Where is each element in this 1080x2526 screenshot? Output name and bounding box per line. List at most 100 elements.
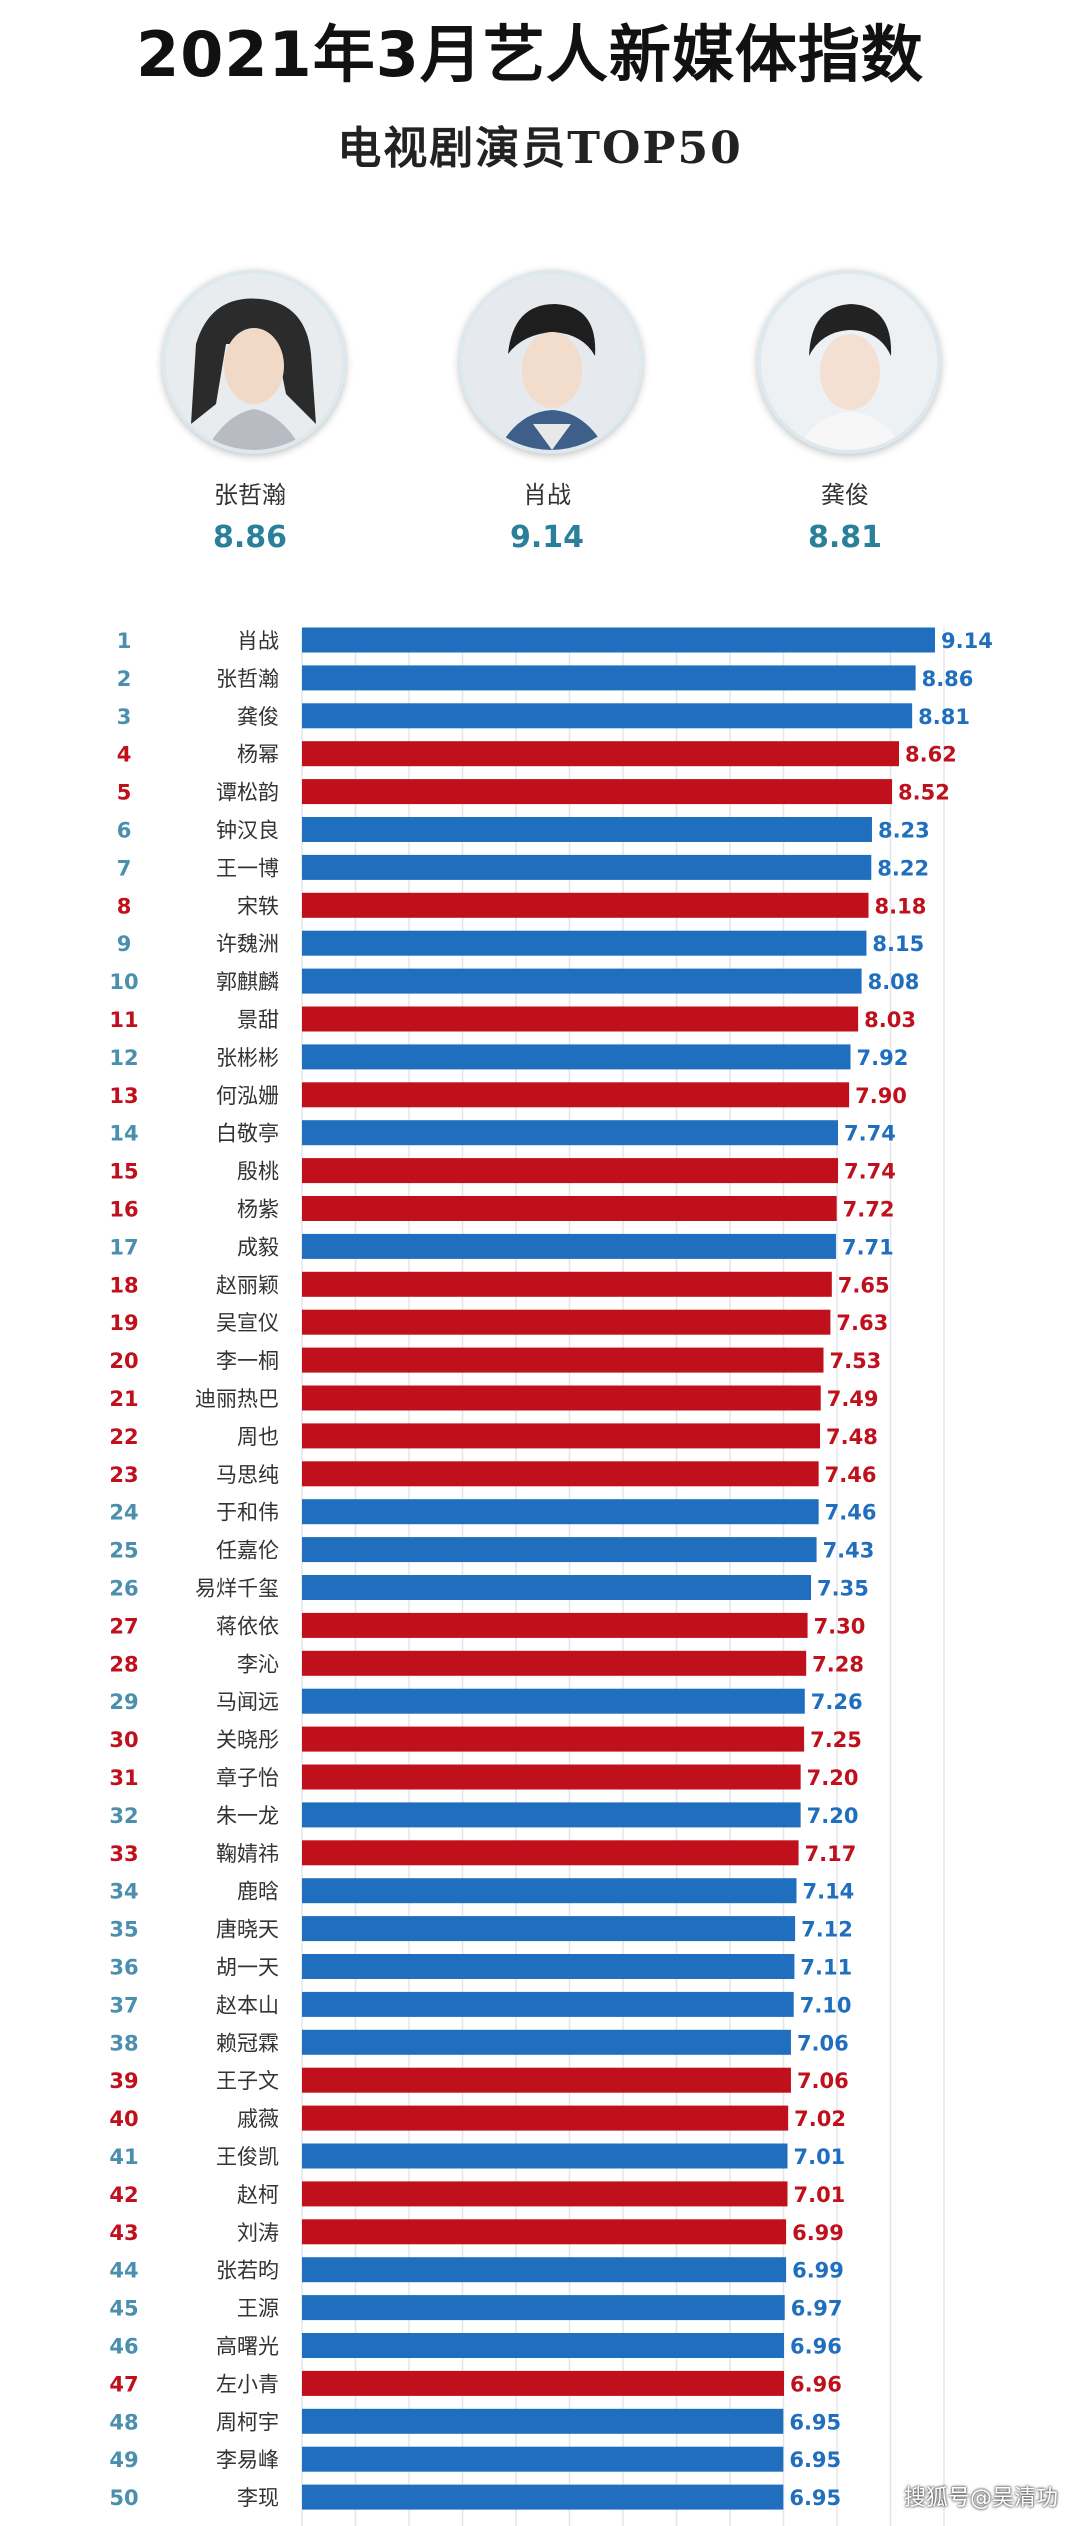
actor-name-label: 马闻远	[216, 1690, 279, 1714]
avatar	[162, 270, 346, 454]
rank-label: 7	[117, 856, 132, 880]
value-label: 7.46	[825, 1501, 877, 1525]
value-label: 8.62	[905, 743, 957, 767]
bar	[302, 1499, 819, 1525]
rank-label: 22	[109, 1425, 138, 1449]
avatar	[757, 270, 941, 454]
rank-label: 39	[109, 2069, 138, 2093]
bar	[302, 1802, 801, 1828]
actor-name-label: 宋轶	[237, 894, 279, 918]
rank-label: 29	[109, 1690, 138, 1714]
bar	[302, 1726, 805, 1752]
value-label: 7.20	[807, 1804, 859, 1828]
ranking-bar-chart: 1 肖战 9.14 2 张哲瀚 8.86 3 龚俊 8.81 4 杨幂 8.62 5 谭松韵 8.52 6 钟汉…	[109, 627, 993, 2526]
rank-label: 2	[117, 667, 132, 691]
rank-label: 32	[109, 1804, 138, 1828]
rank-label: 38	[109, 2031, 138, 2055]
value-label: 8.18	[875, 894, 927, 918]
bar	[302, 1233, 836, 1259]
bar	[302, 1878, 797, 1904]
rank-label: 17	[109, 1235, 138, 1259]
rank-label: 21	[109, 1387, 138, 1411]
actor-name-label: 马思纯	[216, 1463, 279, 1487]
value-label: 7.12	[801, 1918, 853, 1942]
value-label: 7.46	[825, 1463, 877, 1487]
value-label: 7.10	[800, 1993, 852, 2017]
actor-name-label: 李易峰	[216, 2448, 279, 2472]
value-label: 8.22	[877, 856, 929, 880]
rank-label: 50	[109, 2486, 138, 2510]
rank-label: 43	[109, 2221, 138, 2245]
actor-name-label: 赵本山	[216, 1993, 279, 2017]
rank-label: 33	[109, 1842, 138, 1866]
rank-label: 14	[109, 1122, 138, 1146]
value-label: 6.95	[789, 2486, 841, 2510]
rank-label: 27	[109, 1614, 138, 1638]
value-label: 7.26	[811, 1690, 863, 1714]
bar	[302, 2446, 784, 2472]
rank-label: 47	[109, 2372, 138, 2396]
bar	[302, 2181, 788, 2207]
bar	[302, 1688, 805, 1714]
bar	[302, 2408, 784, 2434]
actor-name-label: 成毅	[237, 1235, 279, 1259]
value-label: 7.90	[855, 1084, 907, 1108]
bar	[302, 1954, 795, 1979]
bar	[302, 1650, 807, 1676]
actor-name-label: 周柯宇	[216, 2410, 279, 2434]
page-subtitle: 电视剧演员TOP50	[337, 123, 743, 174]
actor-name-label: 郭麒麟	[216, 970, 279, 994]
podium-name: 肖战	[523, 481, 571, 509]
actor-name-label: 鹿晗	[237, 1880, 279, 1904]
value-label: 7.25	[810, 1728, 862, 1752]
bar	[302, 2333, 785, 2358]
rank-label: 15	[109, 1160, 138, 1184]
rank-label: 12	[109, 1046, 138, 1070]
actor-name-label: 赵丽颖	[216, 1273, 279, 1297]
bar	[302, 2295, 785, 2321]
actor-name-label: 吴宣仪	[216, 1311, 279, 1335]
actor-name-label: 易烊千玺	[195, 1577, 279, 1601]
actor-name-label: 景甜	[237, 1008, 279, 1032]
actor-name-label: 张哲瀚	[216, 667, 279, 691]
rank-label: 24	[109, 1501, 138, 1525]
bar	[302, 1006, 859, 1032]
bar	[302, 1309, 831, 1335]
value-label: 7.28	[812, 1652, 864, 1676]
podium-name: 张哲瀚	[214, 481, 286, 509]
rank-label: 28	[109, 1652, 138, 1676]
bar	[302, 1537, 817, 1563]
bar	[302, 1840, 799, 1866]
bar	[302, 2105, 789, 2131]
rank-label: 30	[109, 1728, 138, 1752]
bar	[302, 703, 913, 729]
actor-name-label: 迪丽热巴	[195, 1387, 279, 1411]
value-label: 6.99	[792, 2221, 844, 2245]
value-label: 7.49	[827, 1387, 879, 1411]
value-label: 7.17	[805, 1842, 857, 1866]
actor-name-label: 肖战	[237, 629, 279, 653]
actor-name-label: 刘涛	[237, 2221, 279, 2245]
value-label: 6.96	[790, 2372, 842, 2396]
actor-name-label: 杨幂	[237, 743, 279, 767]
actor-name-label: 关晓彤	[216, 1728, 279, 1752]
value-label: 7.02	[794, 2107, 846, 2131]
rank-label: 13	[109, 1084, 138, 1108]
actor-name-label: 戚薇	[237, 2107, 279, 2131]
rank-label: 23	[109, 1463, 138, 1487]
rank-label: 4	[117, 743, 132, 767]
bar	[302, 1044, 851, 1070]
rank-label: 20	[109, 1349, 138, 1373]
actor-name-label: 李现	[237, 2486, 279, 2510]
actor-name-label: 杨紫	[237, 1198, 279, 1222]
bar	[302, 1575, 812, 1600]
actor-name-label: 李沁	[237, 1652, 279, 1676]
value-label: 7.14	[802, 1880, 854, 1904]
bar	[302, 930, 867, 956]
value-label: 7.30	[814, 1614, 866, 1638]
rank-label: 1	[117, 629, 132, 653]
value-label: 7.74	[844, 1122, 896, 1146]
bar	[302, 968, 862, 994]
value-label: 8.52	[898, 781, 950, 805]
value-label: 8.81	[918, 705, 970, 729]
